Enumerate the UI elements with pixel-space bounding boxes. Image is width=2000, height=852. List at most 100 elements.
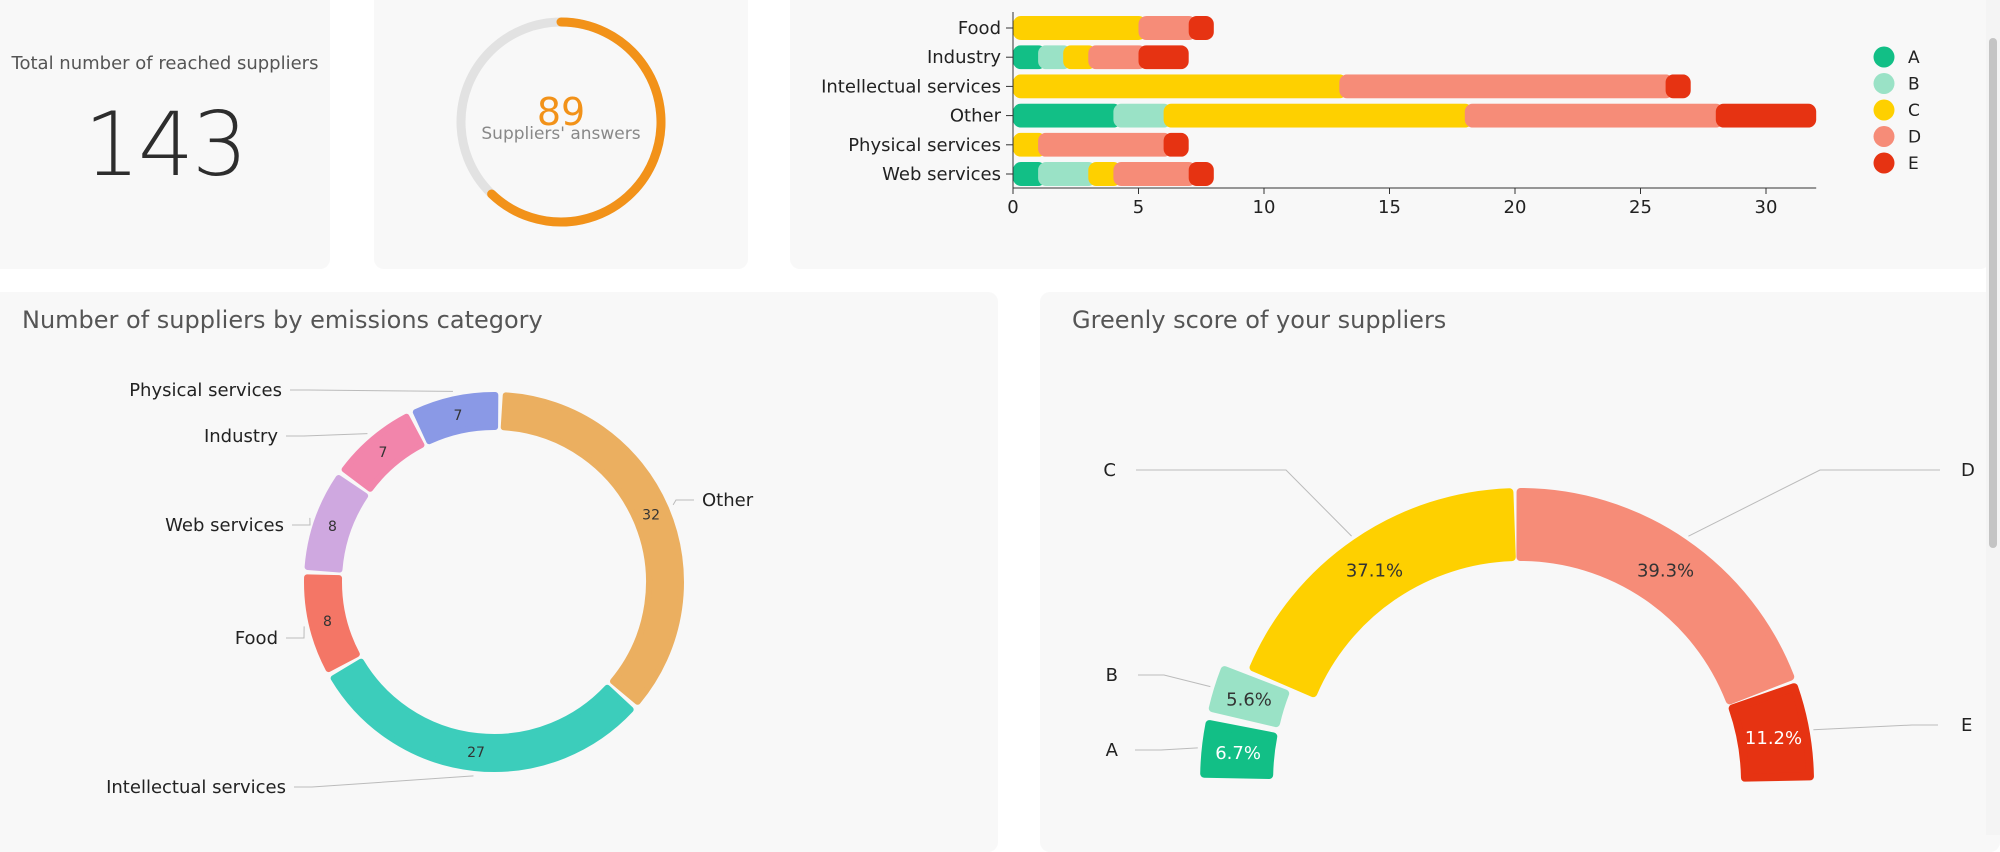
donut-slice-value: 7 <box>454 408 463 424</box>
donut-slice-value: 32 <box>642 507 660 523</box>
score-slice-shape <box>1249 488 1516 698</box>
score-leader-line <box>1688 469 1940 537</box>
score-by-category-card: Food Industry Intellectual services Other Ph… <box>790 0 1990 269</box>
bar-segment-b <box>1038 162 1097 186</box>
bar-x-tick-label: 15 <box>1378 197 1401 218</box>
donut-slice-shape <box>304 475 369 573</box>
score-slice-shape <box>1516 488 1795 705</box>
donut-leader-line <box>294 775 474 788</box>
bar-segments <box>1013 16 1214 40</box>
bar-legend-label: D <box>1908 128 1921 148</box>
bar-segment-e <box>1188 162 1214 186</box>
score-slice-label: C <box>1103 460 1116 481</box>
bar-legend-swatch <box>1873 152 1895 174</box>
bar-segment-a <box>1013 45 1047 70</box>
donut-leader-line <box>672 499 694 506</box>
bar-segment-d <box>1088 45 1147 70</box>
bar-legend-item-a: A <box>1873 46 1920 68</box>
bar-legend-label: E <box>1908 154 1919 174</box>
answers-gauge: 89 Suppliers' answers <box>456 17 666 227</box>
donut-slice-value: 8 <box>328 519 337 535</box>
bar-row-food: Food <box>958 16 1214 40</box>
bar-segment-e <box>1188 16 1214 40</box>
bar-segments <box>1013 162 1214 186</box>
score-slice-label: E <box>1961 715 1972 736</box>
score-slice-a: 6.7% <box>1200 720 1278 779</box>
bar-x-tick-label: 30 <box>1755 197 1778 218</box>
bar-segment-a <box>1013 103 1122 128</box>
total-suppliers-value: 143 <box>84 93 248 196</box>
page-scrollbar[interactable] <box>1986 0 2000 835</box>
bar-row-web-services: Web services <box>882 162 1214 186</box>
bar-segment-c <box>1063 45 1097 70</box>
bar-segment-d <box>1339 74 1674 99</box>
score-card-title: Greenly score of your suppliers <box>1072 306 1447 334</box>
score-slice-value: 5.6% <box>1226 690 1272 711</box>
donut-slice-food: 8 Food <box>235 574 360 673</box>
bar-category-label: Other <box>950 106 1002 127</box>
bar-segment-d <box>1038 132 1172 157</box>
donut-slice-web-services: 8 Web services <box>165 475 369 573</box>
bar-segments <box>1013 74 1691 99</box>
bar-segment-d <box>1138 16 1197 40</box>
bar-segment-c <box>1013 132 1047 157</box>
bar-segments <box>1013 103 1817 128</box>
bar-row-industry: Industry <box>927 45 1189 70</box>
bar-legend-label: B <box>1908 75 1920 95</box>
score-leader-line <box>1135 747 1198 751</box>
bar-category-label: Physical services <box>848 135 1001 156</box>
donut-slice-shape <box>500 392 684 705</box>
score-leader-line <box>1813 724 1938 731</box>
score-slice-e: 11.2% <box>1728 683 1814 782</box>
donut-slice-value: 8 <box>323 614 332 630</box>
bar-segment-c <box>1013 16 1147 40</box>
bar-segment-e <box>1665 74 1691 99</box>
bar-segment-b <box>1038 45 1072 70</box>
bar-category-label: Industry <box>927 47 1001 68</box>
bar-legend-label: A <box>1908 48 1920 68</box>
bar-x-tick-label: 0 <box>1007 197 1018 218</box>
donut-slice-shape <box>304 574 360 673</box>
score-slice-shape <box>1208 666 1290 728</box>
donut-slice-physical-services: 7 Physical services <box>129 380 499 445</box>
bar-legend-swatch <box>1873 126 1895 147</box>
donut-slice-label: Other <box>702 490 754 511</box>
donut-slice-shape <box>412 392 499 445</box>
donut-slice-shape <box>330 658 634 772</box>
greenly-score-card: Greenly score of your suppliers 6.7% A 5.6… <box>1040 292 2000 852</box>
bar-x-tick-label: 20 <box>1504 197 1527 218</box>
bar-segment-b <box>1113 103 1172 128</box>
score-leader-line <box>1138 674 1211 688</box>
score-slice-d: 39.3% <box>1516 488 1795 705</box>
page-scrollbar-thumb[interactable] <box>1989 38 1997 548</box>
donut-leader-line <box>290 389 453 392</box>
bar-row-intellectual-services: Intellectual services <box>821 74 1691 99</box>
total-suppliers-label: Total number of reached suppliers <box>11 53 319 74</box>
emissions-donut-chart: 32 Other 27 Intellectual services 8 Food 8 Web … <box>106 380 754 798</box>
score-slice-c: 37.1% <box>1249 488 1516 698</box>
score-slice-label: A <box>1106 740 1119 761</box>
donut-slice-label: Food <box>235 628 278 649</box>
bar-segment-d <box>1464 103 1724 128</box>
bar-segment-e <box>1715 103 1817 128</box>
donut-slice-label: Physical services <box>129 380 282 401</box>
emissions-category-card: Number of suppliers by emissions categor… <box>0 292 998 852</box>
donut-slice-label: Intellectual services <box>106 777 286 798</box>
bar-row-other: Other <box>950 103 1817 128</box>
score-slice-shape <box>1200 720 1278 779</box>
emissions-card-title: Number of suppliers by emissions categor… <box>22 306 543 334</box>
bar-segments <box>1013 132 1189 157</box>
bar-legend-item-e: E <box>1873 152 1919 174</box>
bar-segment-c <box>1088 162 1122 186</box>
bar-legend-swatch <box>1873 46 1895 68</box>
bar-segment-d <box>1113 162 1197 186</box>
score-slice-label: B <box>1106 665 1118 686</box>
donut-slice-value: 7 <box>379 445 388 461</box>
donut-slice-label: Web services <box>165 515 284 536</box>
bar-segment-e <box>1163 132 1189 157</box>
bar-category-label: Web services <box>882 164 1001 185</box>
suppliers-answers-card: 89 Suppliers' answers <box>374 0 748 269</box>
score-slice-label: D <box>1961 460 1975 481</box>
answers-label: Suppliers' answers <box>481 124 640 144</box>
bar-legend-swatch <box>1873 99 1895 121</box>
